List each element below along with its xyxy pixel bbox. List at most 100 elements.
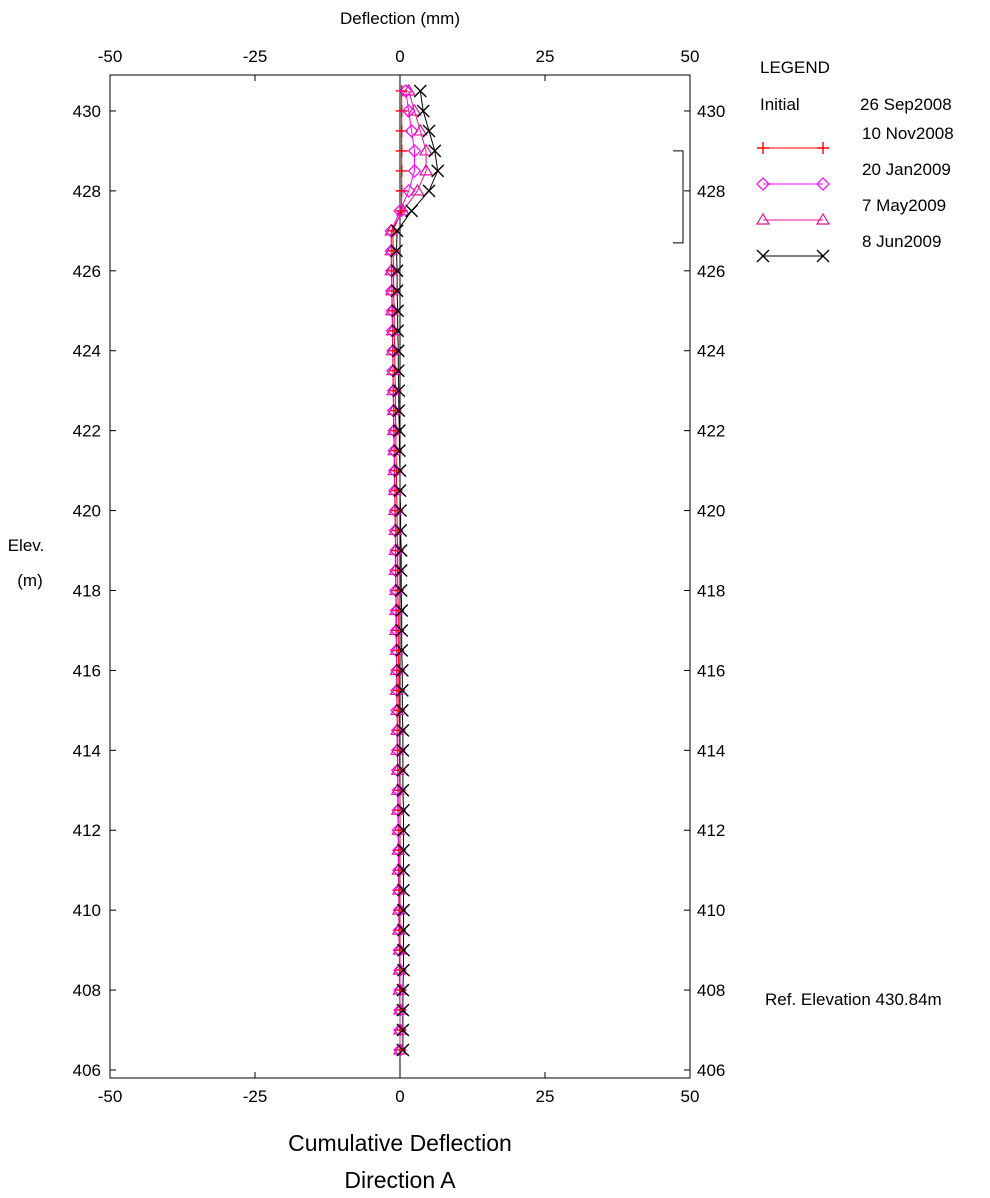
legend-marker: [817, 142, 829, 154]
data-point: [394, 504, 408, 518]
zone-bracket-line: [673, 150, 684, 244]
data-point: [422, 184, 436, 198]
y-tick-label-right: 426: [697, 262, 725, 281]
data-point: [385, 383, 401, 396]
y-tick-label-right: 412: [697, 821, 725, 840]
data-point: [413, 123, 428, 136]
y-tick-label-right: 430: [697, 102, 725, 121]
data-point: [388, 543, 403, 556]
data-point: [395, 683, 409, 697]
x-tick-label-bottom: -50: [98, 1087, 123, 1106]
legend-initial-label: Initial: [760, 95, 800, 114]
data-point: [385, 323, 400, 336]
legend-marker: [755, 212, 771, 225]
data-point: [392, 923, 407, 937]
y-tick-label-left: 422: [73, 422, 101, 441]
data-point: [384, 303, 399, 316]
x-tick-label-top: -25: [243, 47, 268, 66]
y-axis-title-line2: (m): [17, 571, 42, 590]
data-point: [396, 1023, 410, 1037]
y-axis-title-line1: Elev.: [8, 536, 45, 555]
y-tick-label-left: 412: [73, 821, 101, 840]
data-point: [393, 464, 407, 478]
data-point: [391, 344, 405, 358]
legend-title: LEGEND: [760, 58, 830, 77]
x-axis-title: Deflection (mm): [340, 9, 460, 28]
data-point: [390, 703, 405, 715]
data-point: [384, 263, 399, 276]
data-point: [431, 164, 445, 178]
y-tick-label-left: 408: [73, 981, 101, 1000]
data-point: [384, 223, 399, 236]
data-point: [391, 324, 405, 338]
data-point: [390, 284, 404, 298]
data-point: [386, 423, 401, 436]
data-point: [387, 483, 402, 496]
data-point: [396, 903, 410, 917]
legend-marker: [757, 142, 769, 154]
data-point: [390, 224, 404, 238]
data-point: [390, 264, 404, 278]
y-tick-label-left: 424: [73, 342, 101, 361]
data-point: [419, 143, 434, 156]
chart-subtitle: Direction A: [344, 1167, 456, 1193]
x-tick-label-bottom: 0: [395, 1087, 404, 1106]
y-tick-label-left: 428: [73, 182, 101, 201]
data-point: [395, 144, 408, 157]
data-point: [396, 1043, 410, 1057]
data-point: [391, 823, 406, 835]
data-point: [395, 104, 408, 117]
legend-label: 8 Jun2009: [862, 232, 941, 251]
data-point: [413, 84, 427, 98]
axis-ticks: -50 -50 -25 -25 0 0 25 25 50 50 406 406 408 408 410 410…: [73, 47, 726, 1106]
data-point: [390, 763, 405, 775]
data-point: [391, 883, 406, 898]
data-point: [390, 743, 405, 755]
data-point: [394, 524, 408, 538]
ref-elevation: Ref. Elevation 430.84m: [765, 990, 942, 1009]
chart-title: Cumulative Deflection: [288, 1130, 512, 1156]
legend-marker: [816, 249, 830, 263]
data-point: [390, 803, 405, 815]
y-tick-label-right: 408: [697, 981, 725, 1000]
data-point: [395, 703, 409, 717]
legend-marker: [815, 212, 831, 225]
legend-entries: 10 Nov2008 20 Jan2009 7 May2009 8 Jun2009: [755, 124, 954, 263]
data-point: [395, 164, 408, 177]
data-point: [385, 363, 401, 376]
y-tick-label-right: 406: [697, 1061, 725, 1080]
zone-bracket: [673, 150, 684, 244]
data-point: [395, 184, 408, 197]
x-tick-label-top: 25: [536, 47, 555, 66]
data-point: [392, 384, 406, 398]
data-point: [394, 583, 408, 597]
data-point: [388, 583, 403, 596]
data-point: [391, 843, 406, 858]
data-point: [407, 103, 422, 116]
legend-marker: [756, 177, 770, 191]
legend-label: 10 Nov2008: [862, 124, 954, 143]
data-point: [384, 243, 399, 256]
data-point: [401, 184, 416, 198]
data-point: [396, 783, 410, 797]
legend-marker: [756, 249, 770, 263]
data-point: [392, 404, 406, 418]
data-point: [392, 444, 406, 458]
data-point: [407, 164, 422, 178]
data-point: [391, 783, 406, 798]
data-point: [396, 983, 410, 997]
data-point: [394, 544, 408, 558]
data-point: [384, 283, 399, 296]
y-tick-label-left: 418: [73, 581, 101, 600]
y-tick-label-right: 414: [697, 741, 725, 760]
data-point: [398, 84, 413, 98]
data-point: [390, 783, 405, 795]
data-point: [396, 883, 410, 897]
y-tick-label-right: 416: [697, 661, 725, 680]
x-tick-label-top: -50: [98, 47, 123, 66]
data-point: [395, 623, 409, 637]
data-point: [391, 364, 405, 378]
data-point: [389, 643, 404, 656]
data-point: [396, 843, 410, 857]
x-tick-label-bottom: 25: [536, 1087, 555, 1106]
